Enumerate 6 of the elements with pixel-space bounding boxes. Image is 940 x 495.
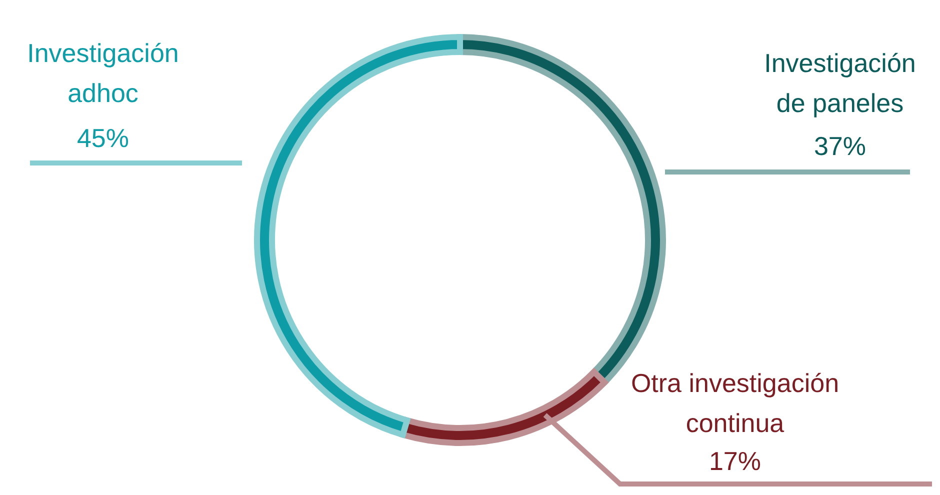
slice-label: Otra investigación continua <box>630 368 840 438</box>
data-label: 45% <box>76 122 130 153</box>
data-label: 37% <box>814 130 866 161</box>
data-label: 17% <box>708 446 762 476</box>
slice-label: Investigación de paneles <box>764 48 916 118</box>
slice-label: Investigación adhoc <box>27 38 179 108</box>
